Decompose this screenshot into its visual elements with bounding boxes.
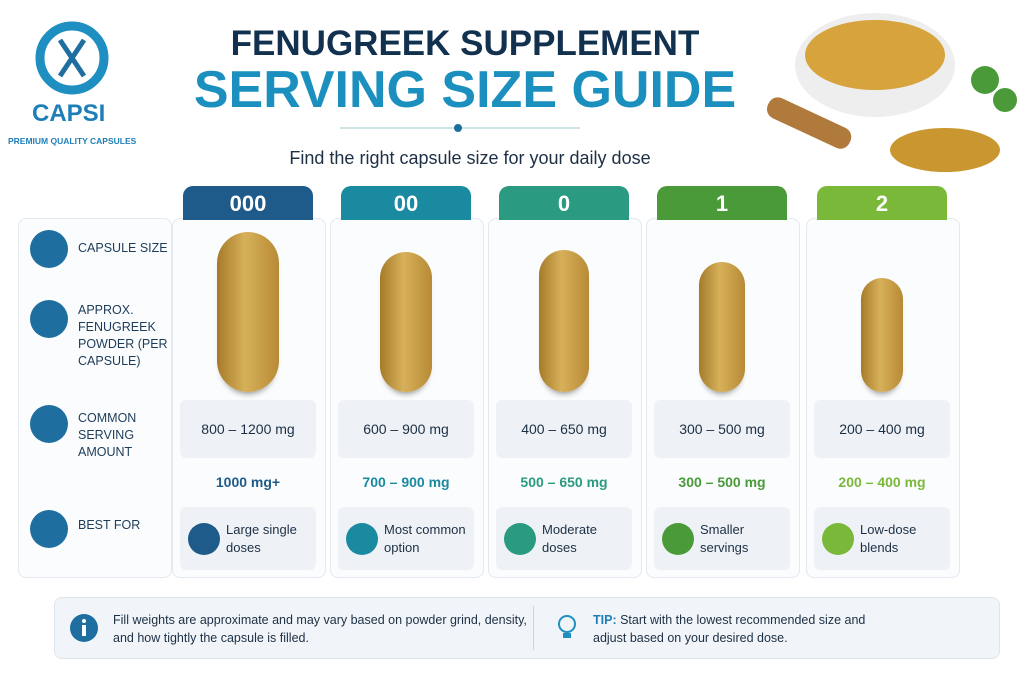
title-line1: FENUGREEK SUPPLEMENT <box>230 24 700 63</box>
powder-amount: 800 – 1200 mg <box>180 400 316 458</box>
best-for-text: Smaller servings <box>700 522 749 555</box>
row-icon <box>30 510 68 548</box>
title-line2: SERVING SIZE GUIDE <box>193 61 737 119</box>
best-for-text: Most common option <box>384 522 466 555</box>
tip-label: TIP: <box>593 613 617 627</box>
best-for-text: Low-dose blends <box>860 522 917 555</box>
tip-icon <box>558 615 576 638</box>
decor-seeds <box>766 13 1017 172</box>
info-icon <box>70 614 98 642</box>
subtitle: Find the right capsule size for your dai… <box>289 148 651 168</box>
footer-note: Fill weights are approximate and may var… <box>113 613 527 645</box>
serving-amount: 200 – 400 mg <box>838 474 926 490</box>
powder-amount: 200 – 400 mg <box>814 400 950 458</box>
capsule-image <box>861 278 903 392</box>
capsule-image <box>217 232 279 392</box>
tip-text: Start with the lowest recommended size a… <box>593 613 866 645</box>
capsule-image <box>699 262 745 392</box>
serving-amount: 500 – 650 mg <box>520 474 608 490</box>
powder-amount: 400 – 650 mg <box>496 400 632 458</box>
capsule-size: 1 <box>657 186 787 220</box>
serving-amount: 300 – 500 mg <box>678 474 766 490</box>
brand-logo <box>35 21 109 95</box>
brand-name: CAPSI <box>32 100 106 127</box>
brand-tagline: PREMIUM QUALITY CAPSULES <box>8 136 137 146</box>
row-label: CAPSULE SIZE <box>78 241 168 255</box>
capsule-size: 00 <box>341 186 471 220</box>
capsule-image <box>380 252 432 392</box>
divider <box>340 124 580 132</box>
capsule-image <box>539 250 589 392</box>
row-icon <box>30 405 68 443</box>
footer: Fill weights are approximate and may var… <box>54 597 1000 659</box>
capsule-size: 0 <box>499 186 629 220</box>
row-label: BEST FOR <box>78 518 141 532</box>
row-icon <box>30 230 68 268</box>
capsule-size: 2 <box>817 186 947 220</box>
row-icon <box>30 300 68 338</box>
serving-amount: 1000 mg+ <box>215 474 281 490</box>
best-for: Most common option <box>338 507 474 570</box>
best-for-text: Moderate doses <box>542 522 597 555</box>
best-for: Moderate doses <box>496 507 632 570</box>
best-for-text: Large single doses <box>226 522 297 555</box>
row-label: COMMON SERVING AMOUNT <box>78 411 137 459</box>
best-for: Low-dose blends <box>814 507 950 570</box>
powder-amount: 600 – 900 mg <box>338 400 474 458</box>
best-for: Large single doses <box>180 507 316 570</box>
capsule-size: 000 <box>183 186 313 220</box>
serving-amount: 700 – 900 mg <box>362 474 450 490</box>
best-for: Smaller servings <box>654 507 790 570</box>
powder-amount: 300 – 500 mg <box>654 400 790 458</box>
row-label: APPROX. FENUGREEK POWDER (PER CAPSULE) <box>78 303 168 368</box>
